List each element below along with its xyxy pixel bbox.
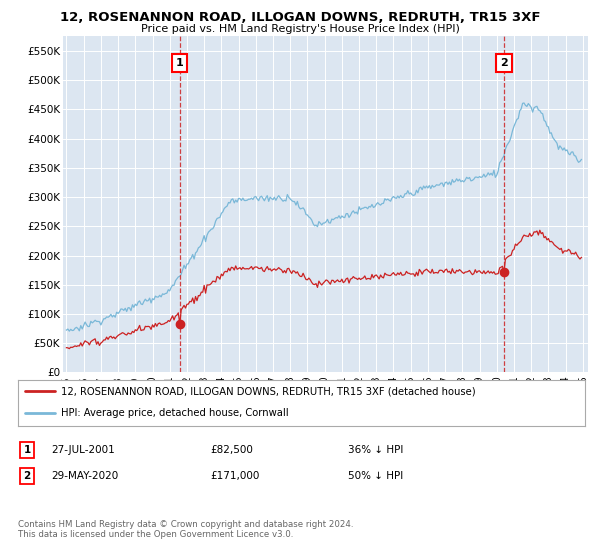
Text: 50% ↓ HPI: 50% ↓ HPI	[348, 471, 403, 481]
Text: Price paid vs. HM Land Registry's House Price Index (HPI): Price paid vs. HM Land Registry's House …	[140, 24, 460, 34]
Text: 12, ROSENANNON ROAD, ILLOGAN DOWNS, REDRUTH, TR15 3XF: 12, ROSENANNON ROAD, ILLOGAN DOWNS, REDR…	[60, 11, 540, 24]
Text: £171,000: £171,000	[210, 471, 259, 481]
Text: 2: 2	[500, 58, 508, 68]
Text: 1: 1	[176, 58, 184, 68]
Text: Contains HM Land Registry data © Crown copyright and database right 2024.
This d: Contains HM Land Registry data © Crown c…	[18, 520, 353, 539]
Text: £82,500: £82,500	[210, 445, 253, 455]
Text: 1: 1	[23, 445, 31, 455]
Text: 12, ROSENANNON ROAD, ILLOGAN DOWNS, REDRUTH, TR15 3XF (detached house): 12, ROSENANNON ROAD, ILLOGAN DOWNS, REDR…	[61, 386, 475, 396]
Text: 36% ↓ HPI: 36% ↓ HPI	[348, 445, 403, 455]
Text: 27-JUL-2001: 27-JUL-2001	[51, 445, 115, 455]
Text: 2: 2	[23, 471, 31, 481]
Text: HPI: Average price, detached house, Cornwall: HPI: Average price, detached house, Corn…	[61, 408, 288, 418]
Text: 29-MAY-2020: 29-MAY-2020	[51, 471, 118, 481]
